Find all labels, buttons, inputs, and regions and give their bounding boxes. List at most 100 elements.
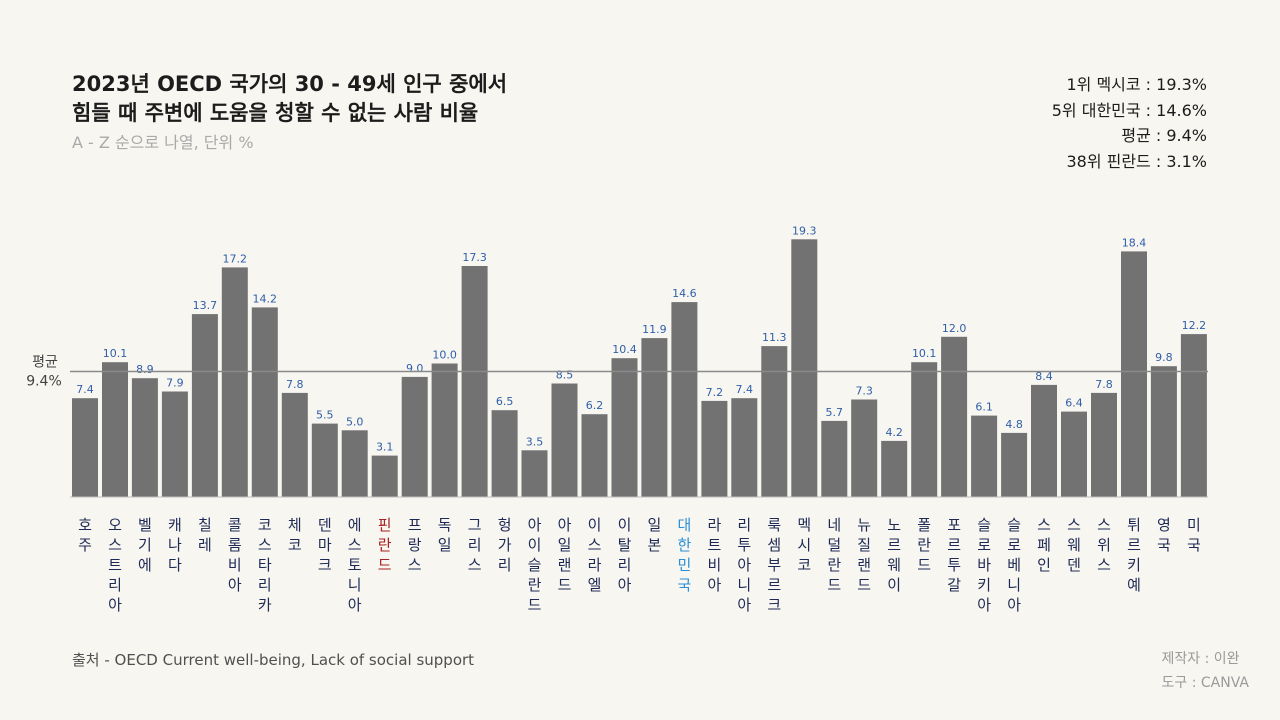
value-label-31: 6.1 [975,401,993,414]
value-label-15: 6.5 [496,395,514,408]
stat-last-place: 38위 핀란드 : 3.1% [1066,151,1207,171]
average-label-value: 9.4% [26,374,62,390]
value-label-1: 7.4 [76,383,94,396]
bar-21 [671,302,698,497]
value-label-30: 12.0 [942,322,967,335]
value-label-3: 8.9 [136,363,154,376]
value-label-37: 9.8 [1155,351,1173,364]
value-label-29: 10.1 [912,347,937,360]
value-label-6: 17.2 [223,252,248,265]
value-label-26: 5.7 [826,406,844,419]
value-label-33: 8.4 [1035,370,1053,383]
value-label-11: 3.1 [376,441,394,454]
value-label-20: 11.9 [642,323,667,336]
bar-28 [881,440,908,497]
bar-35 [1091,392,1117,497]
chart-subtitle: A - Z 순으로 나열, 단위 % [72,133,254,152]
value-label-8: 7.8 [286,378,304,391]
bar-14 [461,266,488,497]
bar-11 [371,455,398,497]
stat-average: 평균 : 9.4% [1121,126,1207,145]
bar-7 [251,307,278,497]
stat-first-place: 1위 멕시코 : 19.3% [1066,75,1207,94]
bar-32 [1001,432,1028,497]
bar-38 [1180,334,1207,497]
credits: 제작자 : 이완 도구 : CANVA [1162,647,1249,695]
bar-30 [941,336,968,497]
value-label-19: 10.4 [612,343,637,356]
bar-4 [161,391,188,497]
value-label-27: 7.3 [855,385,873,398]
value-label-34: 6.4 [1065,397,1083,410]
value-label-32: 4.8 [1005,418,1023,431]
value-label-14: 17.3 [462,251,487,264]
value-label-28: 4.2 [885,426,903,439]
summary-stats: 1위 멕시코 : 19.3% 5위 대한민국 : 14.6% 평균 : 9.4%… [1052,72,1207,174]
value-label-7: 14.2 [253,292,278,305]
bar-22 [701,400,728,497]
source-note: 출처 - OECD Current well-being, Lack of so… [72,651,475,669]
bar-13 [431,363,458,497]
bar-37 [1150,366,1177,497]
bar-5 [191,314,218,497]
value-label-17: 8.5 [556,369,574,382]
bar-9 [311,423,338,497]
bar-3 [131,378,158,497]
average-label-title: 평균 [32,355,58,371]
value-label-35: 7.8 [1095,378,1113,391]
bar-20 [641,338,668,497]
value-label-23: 7.4 [736,383,754,396]
bar-31 [971,415,998,497]
bar-36 [1121,251,1147,497]
bar-17 [551,383,578,497]
value-label-10: 5.0 [346,415,364,428]
bar-16 [521,450,548,497]
value-label-2: 10.1 [103,347,128,360]
bar-23 [731,398,758,497]
value-label-5: 13.7 [193,299,218,312]
value-label-25: 19.3 [792,224,817,237]
value-label-16: 3.5 [526,435,544,448]
value-label-36: 18.4 [1122,236,1147,249]
bar-18 [581,414,608,497]
bar-25 [791,239,818,498]
bar-26 [821,420,848,497]
value-label-21: 14.6 [672,287,697,300]
chart-title: 2023년 OECD 국가의 30 - 49세 인구 중에서 힘들 때 주변에 … [72,70,507,128]
bar-2 [102,362,128,497]
